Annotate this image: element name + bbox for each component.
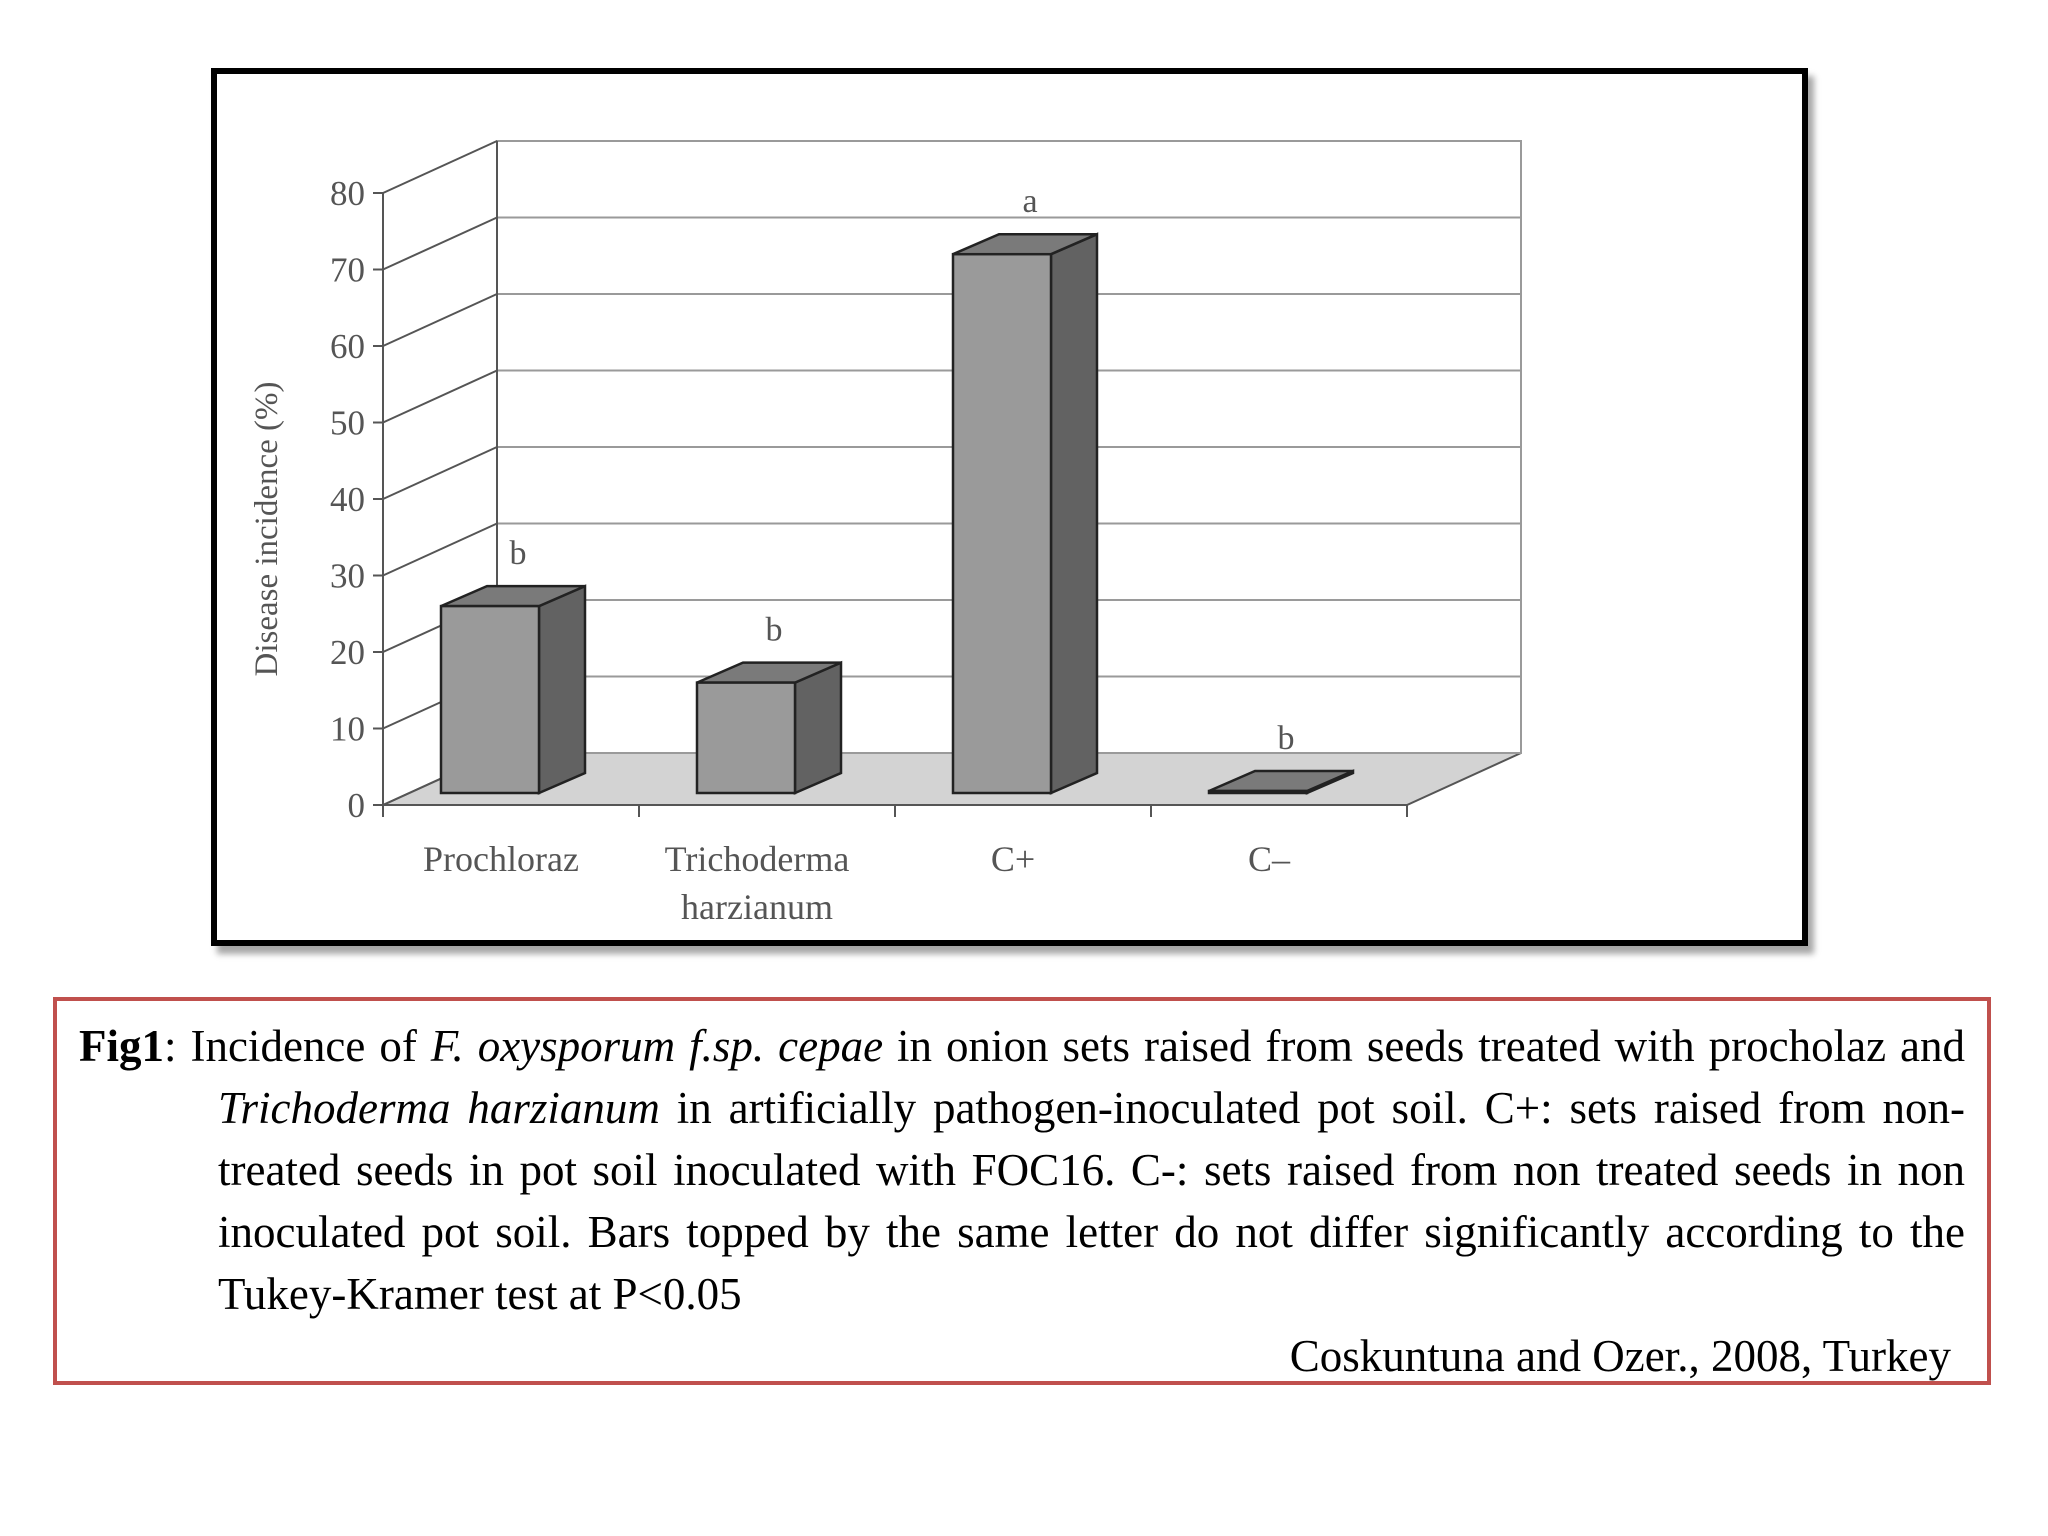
- y-tick-label: 60: [330, 327, 365, 366]
- x-tick-label: harzianum: [681, 887, 833, 927]
- y-axis-title: Disease incidence (%): [249, 381, 285, 676]
- side-grid-line: [382, 293, 498, 347]
- bar-front: [951, 252, 1053, 795]
- side-grid-line: [382, 216, 498, 271]
- bar-chart: 0 10 20 30 40 50 60 70 80 Disease incidence (%) b P…: [249, 140, 1522, 927]
- caption-text: Fig1: Incidence of F. oxysporum f.sp. ce…: [79, 1015, 1965, 1325]
- x-tick-label: C+: [991, 839, 1035, 879]
- y-tick-label: 10: [330, 710, 365, 749]
- caption-agent: Trichoderma harzianum: [218, 1083, 660, 1133]
- figure-caption: Fig1: Incidence of F. oxysporum f.sp. ce…: [53, 997, 1991, 1385]
- y-tick-label: 80: [330, 174, 365, 213]
- caption-text-2: in onion sets raised from seeds treated …: [883, 1021, 1965, 1071]
- side-grid-line: [382, 522, 498, 577]
- bar-2: [695, 660, 843, 795]
- y-tick-label: 50: [330, 404, 365, 443]
- caption-label: Fig1: [79, 1021, 164, 1071]
- bar-front: [439, 604, 541, 795]
- y-tick-label: 20: [330, 633, 365, 672]
- bar-side: [1049, 232, 1099, 795]
- significance-letter: b: [1278, 720, 1295, 757]
- x-tick-label: C–: [1248, 839, 1291, 879]
- bar-front: [695, 681, 797, 795]
- caption-source: Coskuntuna and Ozer., 2008, Turkey: [1289, 1331, 1951, 1381]
- caption-species: F. oxysporum f.sp. cepae: [430, 1021, 884, 1071]
- chart-frame: 0 10 20 30 40 50 60 70 80 Disease incidence (%) b P…: [211, 68, 1808, 946]
- y-tick-label: 40: [330, 480, 365, 519]
- bar-side: [793, 660, 843, 795]
- side-grid-line: [382, 446, 498, 500]
- bar-4: [1207, 769, 1355, 795]
- side-grid-line: [382, 369, 498, 424]
- caption-text-3: in artificially pathogen-inoculated pot …: [218, 1083, 1965, 1319]
- x-tick-label: Prochloraz: [423, 839, 579, 879]
- y-tick-label: 30: [330, 557, 365, 596]
- bar-side: [537, 584, 587, 795]
- caption-text-1: : Incidence of: [164, 1021, 431, 1071]
- x-tick-label: Trichoderma: [665, 839, 850, 879]
- y-tick-label: 70: [330, 251, 365, 290]
- significance-letter: b: [510, 535, 527, 572]
- significance-letter: a: [1022, 183, 1037, 220]
- bar-front: [1207, 789, 1309, 795]
- side-grid-line: [382, 140, 498, 194]
- bar-3: [951, 232, 1099, 795]
- y-tick-label: 0: [348, 786, 366, 825]
- significance-letter: b: [766, 612, 783, 649]
- bar-1: [439, 584, 587, 795]
